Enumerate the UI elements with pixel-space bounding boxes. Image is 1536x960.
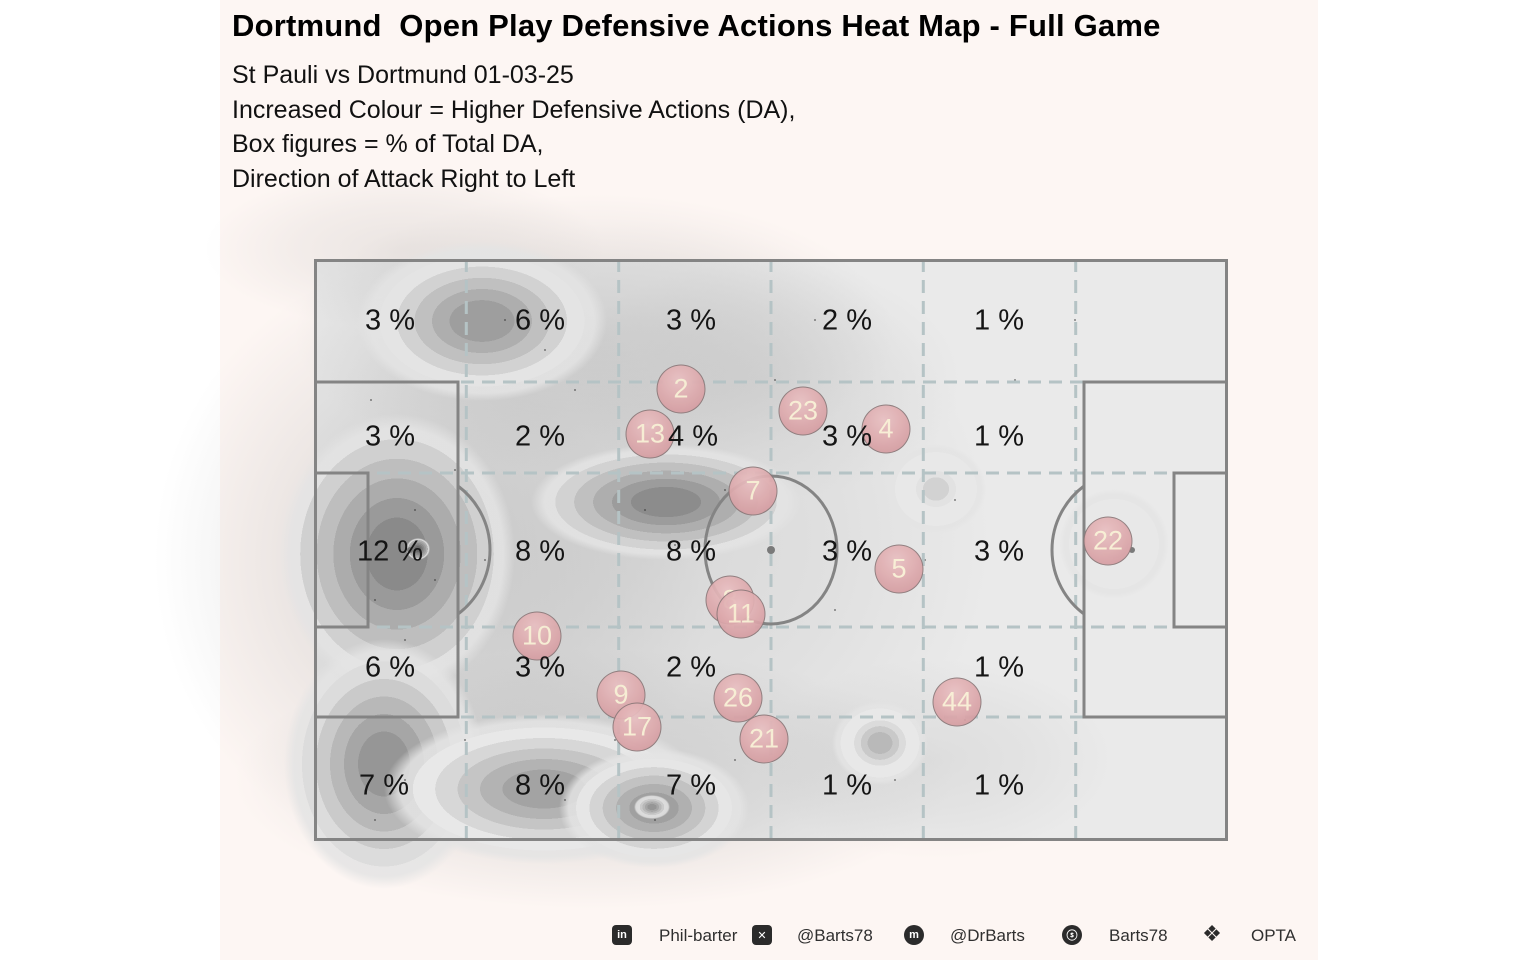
player-number: 11 xyxy=(726,598,756,629)
data-provider-label: OPTA xyxy=(1251,926,1297,945)
zone-percentage-label: 3 % xyxy=(822,420,872,453)
x-icon: ✕ xyxy=(752,925,772,945)
zone-percentage-label: 1 % xyxy=(974,651,1024,684)
mastodon-handle: @DrBarts xyxy=(950,926,1025,945)
chart-subtitle: St Pauli vs Dortmund 01-03-25 Increased C… xyxy=(232,58,795,196)
player-number: 26 xyxy=(722,682,754,713)
subtitle-line: Increased Colour = Higher Defensive Acti… xyxy=(232,95,796,124)
zone-percentage-label: 8 % xyxy=(666,535,716,568)
player-marker-44: 44 xyxy=(932,677,982,727)
player-number: 23 xyxy=(787,395,819,426)
event-dot xyxy=(834,609,836,611)
player-number: 10 xyxy=(521,620,553,651)
zone-percentage-label: 12 % xyxy=(356,535,424,568)
zone-percentage-label: 1 % xyxy=(974,420,1024,453)
zone-percentage-label: 1 % xyxy=(974,769,1024,802)
dropbox-icon: ❖ xyxy=(1202,921,1222,946)
zone-percentage-label: 1 % xyxy=(974,304,1024,337)
github-handle: Barts78 xyxy=(1109,926,1168,945)
zone-percentage-label: 3 % xyxy=(515,651,565,684)
player-number: 9 xyxy=(613,679,629,710)
zone-percentage-label: 2 % xyxy=(515,420,565,453)
player-marker-5: 5 xyxy=(874,544,924,594)
mastodon-icon: m xyxy=(904,925,924,945)
zone-percentage-label: 7 % xyxy=(666,769,716,802)
zone-percentage-label: 4 % xyxy=(668,420,718,453)
player-number: 44 xyxy=(941,686,973,717)
player-marker-10: 10 xyxy=(512,611,562,661)
player-marker-26: 26 xyxy=(713,673,763,723)
player-number: 21 xyxy=(748,723,780,754)
event-dot xyxy=(774,379,776,381)
zone-percentage-label: 3 % xyxy=(365,420,415,453)
zone-percentage-label: 6 % xyxy=(365,651,415,684)
zone-percentage-label: 2 % xyxy=(666,651,716,684)
player-marker-23: 23 xyxy=(778,386,828,436)
chart-title: Dortmund Open Play Defensive Actions Hea… xyxy=(232,8,1161,43)
zone-percentage-label: 3 % xyxy=(666,304,716,337)
linkedin-handle: Phil-barter xyxy=(659,926,738,945)
subtitle-line: Box figures = % of Total DA, xyxy=(232,130,544,158)
zone-percentage-label: 8 % xyxy=(515,535,565,568)
player-number: 2 xyxy=(673,373,689,404)
event-dot xyxy=(814,319,816,321)
linkedin-icon: in xyxy=(612,925,632,945)
player-number: 4 xyxy=(878,413,894,444)
player-number: 5 xyxy=(891,553,907,584)
zone-percentage-layer: 3 % 6 % 3 % 2 % 1 % 3 % 2 % 4 % 3 % 1 % 12 % 8 % 8 %… xyxy=(314,259,1228,841)
x-handle: @Barts78 xyxy=(797,926,873,945)
subtitle-line: St Pauli vs Dortmund 01-03-25 xyxy=(232,61,574,89)
event-dot xyxy=(1014,379,1016,381)
player-marker-11: 11 xyxy=(716,589,766,639)
zone-percentage-label: 8 % xyxy=(515,769,565,802)
player-number: 13 xyxy=(634,418,666,449)
subtitle-line: Direction of Attack Right to Left xyxy=(232,164,576,193)
player-marker-2: 2 xyxy=(656,364,706,414)
zone-percentage-label: 2 % xyxy=(822,304,872,337)
zone-percentage-label: 7 % xyxy=(359,769,409,802)
zone-percentage-label: 3 % xyxy=(365,304,415,337)
zone-percentage-label: 3 % xyxy=(822,535,872,568)
zone-percentage-label: 6 % xyxy=(515,304,565,337)
github-icon: ⓢ xyxy=(1062,925,1082,945)
zone-percentage-label: 1 % xyxy=(822,769,872,802)
zone-percentage-label: 3 % xyxy=(974,535,1024,568)
right-goal-area xyxy=(1172,471,1228,629)
event-dot xyxy=(1074,319,1076,321)
event-dot xyxy=(924,559,926,561)
